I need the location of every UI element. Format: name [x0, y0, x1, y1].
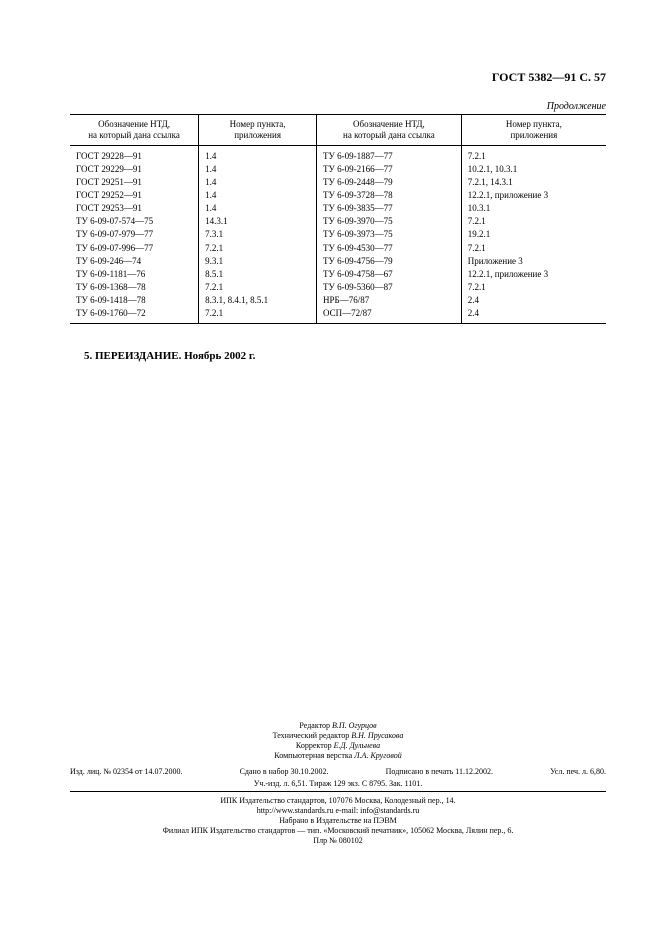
- table-cell: ТУ 6-09-07-996—77: [70, 241, 199, 254]
- table-cell: 19.2.1: [461, 228, 606, 241]
- table-cell: ГОСТ 29251—91: [70, 175, 199, 188]
- page-header: ГОСТ 5382—91 С. 57: [70, 70, 606, 85]
- table-cell: 7.2.1: [461, 281, 606, 294]
- table-cell: ТУ 6-09-4758—67: [317, 267, 462, 280]
- table-row: ТУ 6-09-07-574—7514.3.1ТУ 6-09-3970—757.…: [70, 215, 606, 228]
- typeset-line: Сдано в набор 30.10.2002.: [240, 767, 329, 777]
- layout-label: Компьютерная верстка: [274, 751, 352, 760]
- table-cell: 8.5.1: [199, 267, 317, 280]
- editor-name: В.П. Огурцов: [332, 721, 377, 730]
- table-row: ТУ 6-09-1760—727.2.1ОСП—72/872.4: [70, 307, 606, 324]
- table-cell: НРБ—76/87: [317, 294, 462, 307]
- table-cell: 7.2.1: [199, 307, 317, 324]
- imprint: Редактор В.П. Огурцов Технический редакт…: [70, 721, 606, 846]
- section-5: 5. ПЕРЕИЗДАНИЕ. Ноябрь 2002 г.: [70, 350, 606, 362]
- table-cell: ТУ 6-09-5360—87: [317, 281, 462, 294]
- table-cell: 7.2.1: [461, 215, 606, 228]
- table-cell: ТУ 6-09-07-574—75: [70, 215, 199, 228]
- table-row: ГОСТ 29229—911.4ТУ 6-09-2166—7710.2.1, 1…: [70, 162, 606, 175]
- table-cell: ГОСТ 29228—91: [70, 145, 199, 162]
- table-cell: 12.2.1, приложение 3: [461, 267, 606, 280]
- table-header-cell: Обозначение НТД,на который дана ссылка: [70, 115, 199, 146]
- table-cell: ТУ 6-09-2448—79: [317, 175, 462, 188]
- editor-label: Редактор: [299, 721, 330, 730]
- table-cell: ТУ 6-09-4530—77: [317, 241, 462, 254]
- table-row: ТУ 6-09-1418—788.3.1, 8.4.1, 8.5.1НРБ—76…: [70, 294, 606, 307]
- section-5-label: 5. ПЕРЕИЗДАНИЕ.: [84, 350, 181, 362]
- table-cell: ТУ 6-09-246—74: [70, 254, 199, 267]
- tech-editor-name: В.Н. Прусакова: [351, 731, 403, 740]
- table-cell: ОСП—72/87: [317, 307, 462, 324]
- table-cell: 1.4: [199, 145, 317, 162]
- table-header-cell: Номер пункта,приложения: [461, 115, 606, 146]
- table-cell: ТУ 6-09-1760—72: [70, 307, 199, 324]
- table-row: ТУ 6-09-1181—768.5.1ТУ 6-09-4758—6712.2.…: [70, 267, 606, 280]
- table-cell: 1.4: [199, 175, 317, 188]
- table-cell: 2.4: [461, 307, 606, 324]
- license-line: Изд. лиц. № 02354 от 14.07.2000.: [70, 767, 182, 777]
- table-cell: ТУ 6-09-1418—78: [70, 294, 199, 307]
- section-5-text: Ноябрь 2002 г.: [184, 350, 255, 362]
- table-cell: 1.4: [199, 162, 317, 175]
- table-cell: ТУ 6-09-1887—77: [317, 145, 462, 162]
- publisher-line-3: Набрано в Издательстве на ПЭВМ: [70, 816, 606, 826]
- tech-editor-label: Технический редактор: [273, 731, 350, 740]
- table-cell: ТУ 6-09-3973—75: [317, 228, 462, 241]
- table-cell: 9.3.1: [199, 254, 317, 267]
- corrector-label: Корректор: [296, 741, 332, 750]
- divider: [70, 791, 606, 792]
- signed-line: Подписано в печать 11.12.2002.: [386, 767, 493, 777]
- layout-name: Л.А. Круговой: [354, 751, 402, 760]
- table-row: ГОСТ 29251—911.4ТУ 6-09-2448—797.2.1, 14…: [70, 175, 606, 188]
- corrector-name: Е.Д. Дульнева: [334, 741, 380, 750]
- table-cell: 12.2.1, приложение 3: [461, 189, 606, 202]
- table-cell: 7.2.1: [199, 241, 317, 254]
- table-cell: 8.3.1, 8.4.1, 8.5.1: [199, 294, 317, 307]
- table-cell: ТУ 6-09-4756—79: [317, 254, 462, 267]
- table-cell: 10.3.1: [461, 202, 606, 215]
- table-row: ТУ 6-09-246—749.3.1ТУ 6-09-4756—79Прилож…: [70, 254, 606, 267]
- table-header-row: Обозначение НТД,на который дана ссылкаНо…: [70, 115, 606, 146]
- table-cell: 7.2.1: [461, 145, 606, 162]
- continuation-label: Продолжение: [70, 101, 606, 112]
- table-cell: ТУ 6-09-1368—78: [70, 281, 199, 294]
- table-cell: ТУ 6-09-1181—76: [70, 267, 199, 280]
- table-cell: 1.4: [199, 202, 317, 215]
- table-row: ТУ 6-09-07-996—777.2.1ТУ 6-09-4530—777.2…: [70, 241, 606, 254]
- table-cell: 2.4: [461, 294, 606, 307]
- table-cell: ТУ 6-09-3835—77: [317, 202, 462, 215]
- table-cell: Приложение 3: [461, 254, 606, 267]
- table-row: ГОСТ 29252—911.4ТУ 6-09-3728—7812.2.1, п…: [70, 189, 606, 202]
- table-cell: ТУ 6-09-3970—75: [317, 215, 462, 228]
- table-cell: ГОСТ 29229—91: [70, 162, 199, 175]
- table-cell: 14.3.1: [199, 215, 317, 228]
- table-cell: 10.2.1, 10.3.1: [461, 162, 606, 175]
- table-row: ГОСТ 29253—911.4ТУ 6-09-3835—7710.3.1: [70, 202, 606, 215]
- reference-table: Обозначение НТД,на который дана ссылкаНо…: [70, 114, 606, 324]
- table-cell: ТУ 6-09-3728—78: [317, 189, 462, 202]
- publisher-line-5: Плр № 080102: [70, 836, 606, 846]
- usl-line: Усл. печ. л. 6,80.: [550, 767, 606, 777]
- table-cell: 7.2.1, 14.3.1: [461, 175, 606, 188]
- table-cell: 7.2.1: [199, 281, 317, 294]
- table-cell: 1.4: [199, 189, 317, 202]
- table-cell: ГОСТ 29253—91: [70, 202, 199, 215]
- print-line-2: Уч.-изд. л. 6,51. Тираж 129 экз. С 8795.…: [70, 779, 606, 789]
- page: ГОСТ 5382—91 С. 57 Продолжение Обозначен…: [0, 0, 661, 936]
- table-header-cell: Номер пункта,приложения: [199, 115, 317, 146]
- publisher-line-4: Филиал ИПК Издательство стандартов — тип…: [70, 826, 606, 836]
- table-cell: ТУ 6-09-07-979—77: [70, 228, 199, 241]
- table-cell: ГОСТ 29252—91: [70, 189, 199, 202]
- table-row: ТУ 6-09-1368—787.2.1ТУ 6-09-5360—877.2.1: [70, 281, 606, 294]
- table-cell: 7.2.1: [461, 241, 606, 254]
- table-cell: ТУ 6-09-2166—77: [317, 162, 462, 175]
- publisher-line-2: http://www.standards.ru e-mail: info@sta…: [70, 806, 606, 816]
- table-header-cell: Обозначение НТД,на который дана ссылка: [317, 115, 462, 146]
- table-row: ГОСТ 29228—911.4ТУ 6-09-1887—777.2.1: [70, 145, 606, 162]
- table-row: ТУ 6-09-07-979—777.3.1ТУ 6-09-3973—7519.…: [70, 228, 606, 241]
- table-cell: 7.3.1: [199, 228, 317, 241]
- publisher-line-1: ИПК Издательство стандартов, 107076 Моск…: [70, 796, 606, 806]
